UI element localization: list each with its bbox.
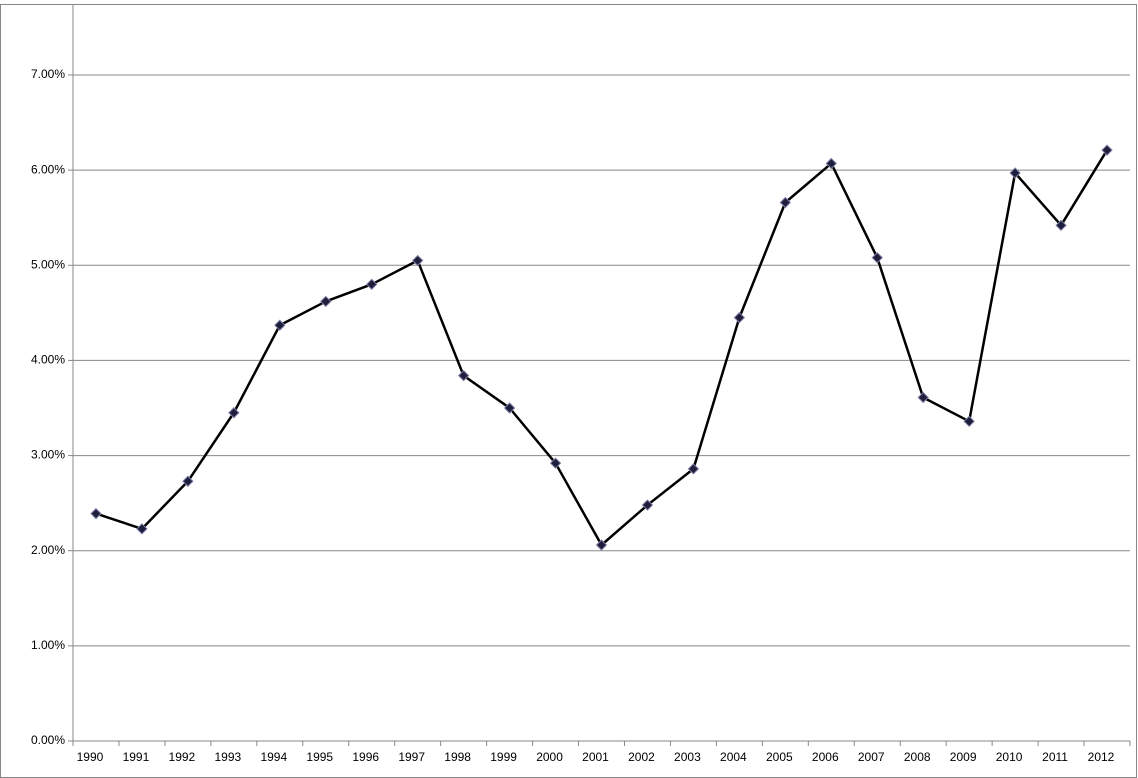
y-tick-label: 6.00%: [31, 162, 65, 176]
x-tick-label: 1997: [398, 750, 425, 764]
y-tick-label: 4.00%: [31, 353, 65, 367]
chart-frame: [0, 4, 1137, 778]
marker: [871, 251, 883, 264]
x-tick-label: 2009: [950, 750, 977, 764]
marker: [503, 402, 516, 414]
x-tick-label: 2012: [1088, 750, 1115, 764]
x-tick-label: 1998: [444, 750, 471, 764]
marker: [228, 407, 240, 419]
marker: [687, 463, 700, 475]
marker: [1101, 144, 1113, 156]
x-tick-label: 2003: [674, 750, 701, 764]
x-tick-label: 2010: [996, 750, 1023, 764]
x-tick-label: 1999: [490, 750, 517, 764]
x-tick-label: 2007: [858, 750, 885, 764]
marker: [366, 278, 378, 291]
y-tick-label: 7.00%: [31, 67, 65, 81]
x-tick-label: 2001: [582, 750, 609, 764]
marker: [825, 157, 837, 170]
x-tick-label: 2011: [1042, 750, 1068, 764]
marker: [549, 457, 562, 469]
x-tick-label: 1992: [169, 750, 196, 764]
marker: [963, 415, 975, 428]
marker: [641, 499, 654, 511]
marker: [779, 196, 792, 209]
y-tick-label: 0.00%: [31, 733, 65, 747]
x-tick-label: 1990: [77, 750, 104, 764]
marker: [733, 311, 746, 324]
marker: [182, 475, 194, 487]
marker: [411, 254, 424, 267]
marker: [274, 319, 286, 331]
x-tick-label: 1993: [214, 750, 241, 764]
x-tick-label: 1996: [352, 750, 379, 764]
marker: [320, 295, 332, 308]
x-tick-label: 2004: [720, 750, 747, 764]
x-tick-label: 1991: [123, 750, 150, 764]
marker: [595, 539, 608, 551]
x-tick-label: 2005: [766, 750, 793, 764]
x-tick-label: 2008: [904, 750, 931, 764]
marker: [1055, 219, 1067, 232]
y-tick-label: 5.00%: [31, 257, 65, 271]
y-tick-label: 3.00%: [31, 448, 65, 462]
x-tick-label: 2006: [812, 750, 839, 764]
marker: [1009, 167, 1021, 179]
y-tick-label: 1.00%: [31, 638, 65, 652]
x-tick-label: 2000: [536, 750, 563, 764]
x-tick-label: 1994: [260, 750, 287, 764]
marker: [90, 507, 102, 520]
y-tick-label: 2.00%: [31, 543, 65, 557]
x-tick-label: 2002: [628, 750, 655, 764]
x-tick-label: 1995: [306, 750, 333, 764]
marker: [457, 369, 470, 382]
marker: [917, 391, 929, 404]
marker: [136, 523, 148, 535]
